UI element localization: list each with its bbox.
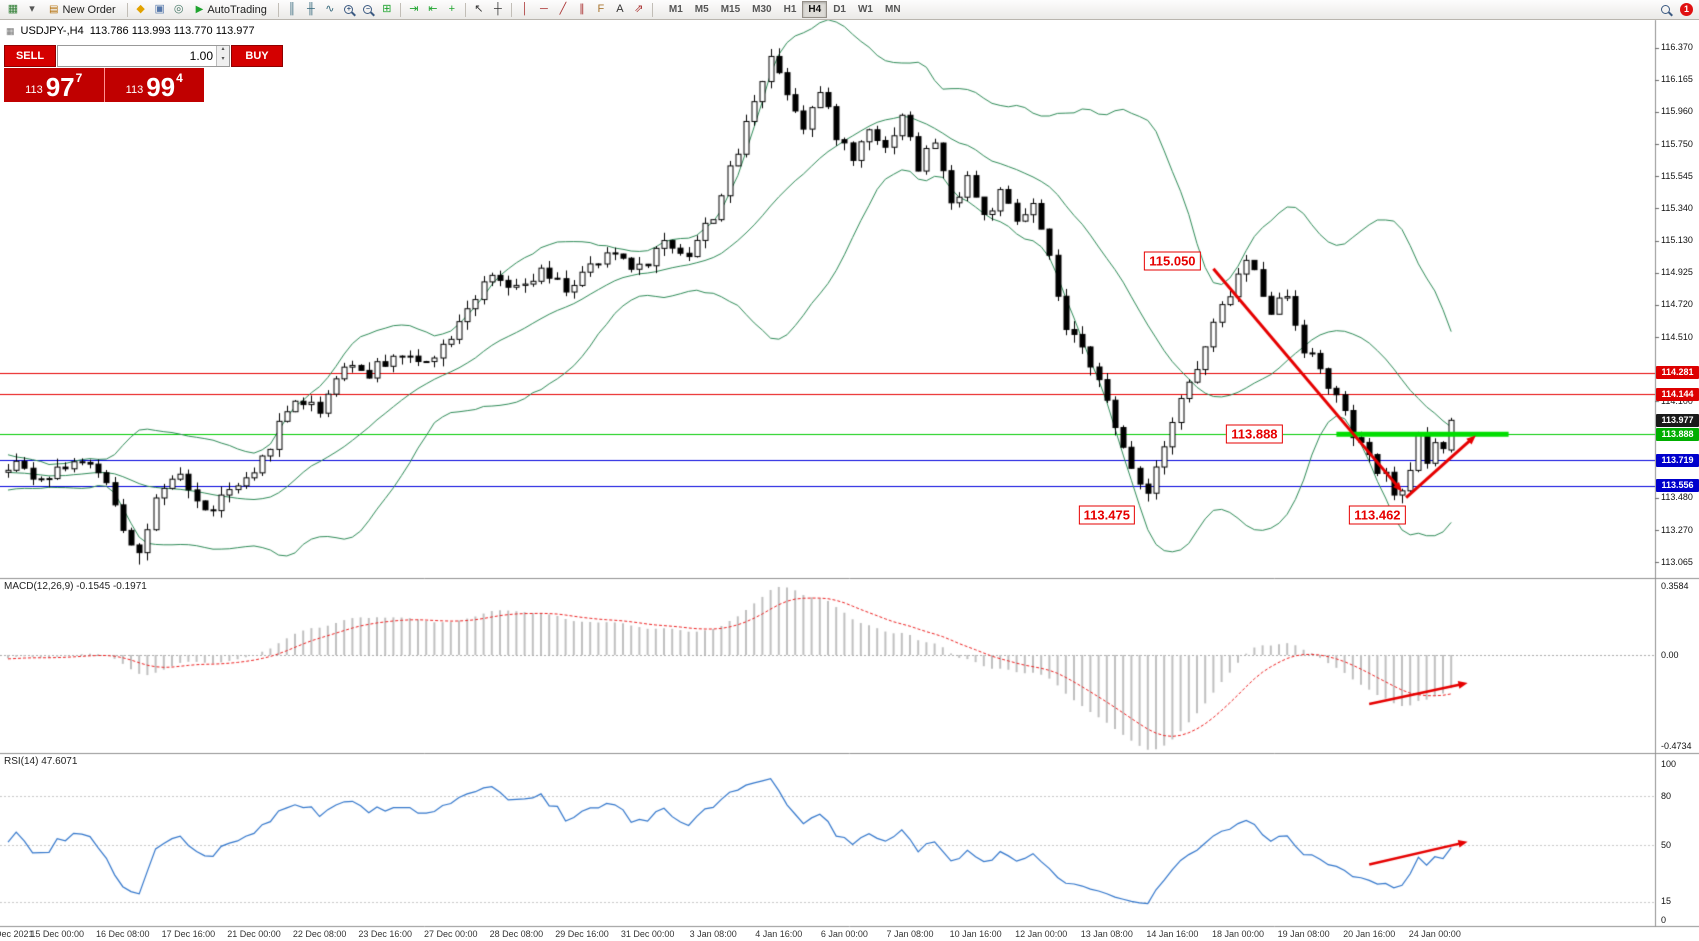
buy-price-prefix: 113 [125, 84, 144, 96]
new-chart-dropdown-icon[interactable]: ▾ [29, 3, 35, 15]
timeframe-m1[interactable]: M1 [668, 4, 683, 15]
volume-up-button[interactable]: ▴ [217, 46, 229, 56]
toolbar-separator [464, 2, 466, 17]
sell-price-big: 97 [45, 72, 75, 102]
text-tool-icon[interactable]: A [616, 3, 624, 15]
volume-input[interactable] [58, 46, 216, 66]
timeframe-m5[interactable]: M5 [694, 4, 709, 15]
new-order-button[interactable]: ▤ New Order [42, 1, 123, 18]
experts-icon[interactable]: ▣ [154, 3, 165, 15]
sell-price-prefix: 113 [25, 84, 43, 96]
autotrading-button-label: AutoTrading [207, 3, 267, 16]
cursor-icon[interactable]: ↖ [474, 3, 484, 15]
chart-ohlc-readout: ▦ USDJPY-,H4 113.786 113.993 113.770 113… [6, 25, 255, 37]
search-glass-icon [1660, 5, 1670, 14]
timeframe-h1[interactable]: H1 [783, 4, 797, 15]
timeframe-m30[interactable]: M30 [752, 4, 772, 15]
sell-button[interactable]: SELL [4, 45, 56, 67]
toolbar-separator [277, 2, 279, 17]
options-icon[interactable]: ◎ [173, 3, 184, 15]
price-divider [103, 68, 105, 102]
search-icon[interactable] [1656, 1, 1674, 18]
autotrading-play-icon: ▶ [195, 4, 204, 15]
trendline-icon[interactable]: ╱ [559, 3, 567, 15]
line-chart-mode-icon[interactable]: ∿ [325, 3, 335, 15]
price-annotation-113462[interactable]: 113.462 [1349, 505, 1406, 525]
horizontal-line-icon[interactable]: ─ [539, 3, 548, 15]
timeframe-m15[interactable]: M15 [720, 4, 741, 15]
volume-field: ▴ ▾ [57, 45, 230, 67]
zoom-out-icon-glass: − [363, 5, 373, 14]
tile-windows-icon[interactable]: ⊞ [382, 3, 392, 15]
price-annotation-113888[interactable]: 113.888 [1226, 424, 1283, 444]
volume-spinner: ▴ ▾ [216, 46, 229, 66]
timeframe-d1[interactable]: D1 [833, 4, 846, 15]
zoom-out-icon[interactable]: − [359, 1, 377, 18]
candlestick-mode-icon[interactable]: ╫ [306, 3, 315, 15]
timeframe-w1[interactable]: W1 [857, 4, 873, 15]
ohlc-values: 113.786 113.993 113.770 113.977 [89, 25, 255, 37]
toolbar-separator [399, 2, 401, 17]
toolbar-separator [126, 2, 128, 17]
indicators-icon[interactable]: + [448, 3, 456, 15]
sell-price-pip: 7 [75, 71, 83, 85]
arrows-tool-icon[interactable]: ⇗ [634, 3, 644, 15]
toolbar-right-group: 1 [1656, 1, 1695, 18]
one-click-trading-widget: SELL ▴ ▾ BUY 113 97 7 113 99 4 [4, 45, 283, 102]
toolbar: ▦ ▾ ▤ New Order ◆ ▣ ◎ ▶ AutoTrading ║ ╫ ∿ + − ⊞ ⇥ ⇤ + ↖ ┼ │ ─… [0, 0, 1699, 20]
macd-indicator-label: MACD(12,26,9) -0.1545 -0.1971 [4, 581, 147, 592]
auto-scroll-icon[interactable]: ⇥ [409, 3, 419, 15]
zoom-in-icon-glass: + [344, 5, 354, 14]
zoom-in-icon[interactable]: + [340, 1, 358, 18]
buy-button[interactable]: BUY [231, 45, 283, 67]
timeframe-h4[interactable]: H4 [802, 1, 828, 18]
new-chart-icon[interactable]: ▦ [7, 3, 19, 15]
symbol-period-label: USDJPY-,H4 [20, 25, 84, 37]
price-annotation-115050[interactable]: 115.050 [1144, 251, 1201, 271]
chart-window-icon: ▦ [6, 25, 15, 36]
timeframe-toolbar: M1 M5 M15 M30 H1 H4 D1 W1 MN [663, 1, 907, 18]
notification-badge[interactable]: 1 [1680, 3, 1693, 16]
fibonacci-icon[interactable]: F [597, 3, 605, 15]
bar-chart-mode-icon[interactable]: ║ [287, 3, 296, 15]
rsi-indicator-label: RSI(14) 47.6071 [4, 756, 78, 767]
autotrading-button[interactable]: ▶ AutoTrading [189, 1, 274, 18]
volume-down-button[interactable]: ▾ [217, 56, 229, 66]
new-order-button-label: New Order [62, 3, 116, 16]
vertical-line-icon[interactable]: │ [521, 3, 529, 15]
buy-price-big: 99 [146, 72, 176, 102]
toolbar-separator [651, 2, 653, 17]
metaeditor-icon[interactable]: ◆ [136, 3, 145, 15]
timeframe-mn[interactable]: MN [884, 4, 901, 15]
price-annotation-113475[interactable]: 113.475 [1078, 505, 1135, 525]
buy-price[interactable]: 113 99 4 [105, 68, 205, 102]
toolbar-separator [510, 2, 512, 17]
buy-price-pip: 4 [176, 71, 183, 85]
chart-shift-icon[interactable]: ⇤ [428, 3, 438, 15]
new-order-icon: ▤ [49, 4, 59, 15]
channel-icon[interactable]: ∥ [579, 3, 585, 15]
crosshair-icon[interactable]: ┼ [493, 3, 502, 15]
sell-price[interactable]: 113 97 7 [4, 68, 104, 102]
